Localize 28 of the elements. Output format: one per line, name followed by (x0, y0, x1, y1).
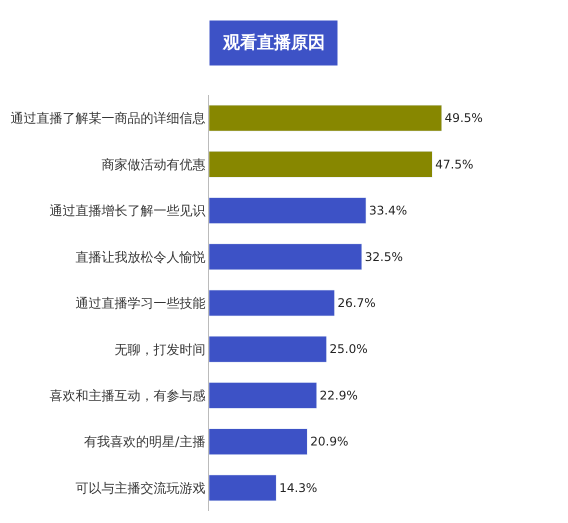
data-label: 14.3% (279, 480, 318, 495)
y-tick-label: 可以与主播交流玩游戏 (75, 480, 206, 496)
y-tick-label: 通过直播了解某一商品的详细信息 (10, 112, 206, 127)
bar (209, 197, 366, 224)
bar (209, 382, 317, 409)
bar (209, 104, 442, 132)
data-label: 26.7% (338, 296, 376, 310)
data-label: 20.9% (310, 434, 348, 449)
y-tick-label: 无聊，打发时间 (114, 342, 206, 358)
bar (209, 290, 335, 316)
data-label: 47.5% (435, 157, 474, 172)
y-tick-label: 直播让我放松令人愉悦 (75, 250, 206, 266)
y-tick-label: 喜欢和主播互动，有参与感 (49, 388, 206, 404)
data-label: 33.4% (368, 204, 408, 218)
y-tick-label: 通过直播增长了解一些见识 (49, 204, 206, 220)
data-label: 49.5% (444, 111, 483, 126)
bar (209, 336, 327, 362)
bar (209, 244, 362, 270)
bar (209, 428, 308, 455)
data-label: 22.9% (320, 388, 358, 402)
chart-title: 观看直播原因 (222, 33, 325, 53)
data-label: 32.5% (364, 250, 403, 264)
data-label: 25.0% (330, 342, 368, 356)
bar (209, 151, 433, 178)
y-tick-label: 商家做活动有优惠 (101, 156, 206, 173)
y-tick-label: 通过直播学习一些技能 (75, 296, 206, 312)
bar (209, 474, 276, 502)
y-tick-label: 有我喜欢的明星/主播 (84, 434, 206, 450)
